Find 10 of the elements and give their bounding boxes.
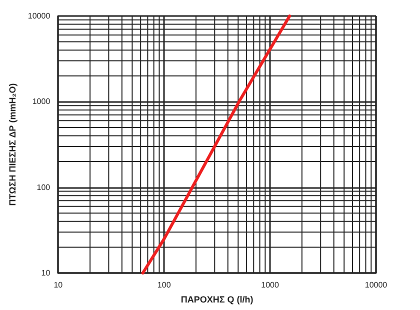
y-axis-title: ΠΤΩΣΗ ΠΙΕΣΗΣ ΔΡ (mmH₂O) <box>8 83 18 206</box>
x-tick-label: 10 <box>54 280 64 290</box>
y-tick-label: 100 <box>36 182 51 192</box>
y-tick-label: 10 <box>41 268 51 278</box>
x-tick-label: 100 <box>157 280 172 290</box>
x-axis-title: ΠΑΡΟΧΗΣ Q (l/h) <box>180 294 254 304</box>
y-tick-label: 1000 <box>32 97 51 106</box>
x-tick-label: 1000 <box>261 280 280 290</box>
y-tick-label: 10000 <box>28 12 51 20</box>
x-tick-label: 10000 <box>364 280 388 290</box>
